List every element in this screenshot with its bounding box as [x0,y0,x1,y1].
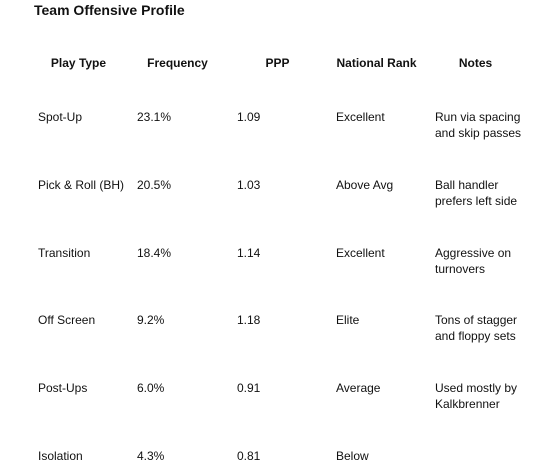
table-cell: Isolation [38,449,83,463]
column-header: Frequency [147,56,208,70]
column-header: Notes [458,56,493,70]
table-cell: Spot-Up [38,110,83,124]
table-cell: 0.81 [237,449,261,463]
column-header: Play Type [50,56,107,70]
table-cell: Aggressive on turnovers [435,245,512,276]
table-cell: Excellent [336,110,385,124]
table-cell: 4.3% [137,449,165,463]
table-cell: Tons of stagger and floppy sets [435,313,518,344]
table-cell: 1.03 [237,177,261,192]
table-cell: Run via spacing and skip passes [435,110,522,140]
table-cell: Used mostly by Kalkbrenner [435,381,518,412]
table-cell: 1.14 [237,245,261,260]
table-cell: 20.5% [137,177,172,192]
table-cell: Above Avg [336,177,394,192]
table-cell: Below [336,449,369,463]
table-cell: 1.09 [237,110,261,124]
table-cell: Average [336,381,381,396]
title: Team Offensive Profile [34,2,185,18]
table-cell: Transition [38,245,91,260]
table-cell: Ball handler prefers left side [435,177,518,208]
table-cell: 9.2% [137,313,165,328]
table-cell: Excellent [336,245,385,260]
column-header: National Rank [336,56,417,70]
table-cell: Off Screen [38,313,96,328]
table-cell: 1.18 [237,313,261,328]
table-cell: 18.4% [137,245,172,260]
table-cell: 23.1% [137,110,172,124]
table-cell: Elite [336,313,360,328]
table-cell: Post-Ups [38,381,88,396]
column-header: PPP [265,56,290,70]
table-cell: 0.91 [237,381,261,396]
table-cell: Pick & Roll (BH) [38,177,125,192]
table-cell: 6.0% [137,381,165,396]
